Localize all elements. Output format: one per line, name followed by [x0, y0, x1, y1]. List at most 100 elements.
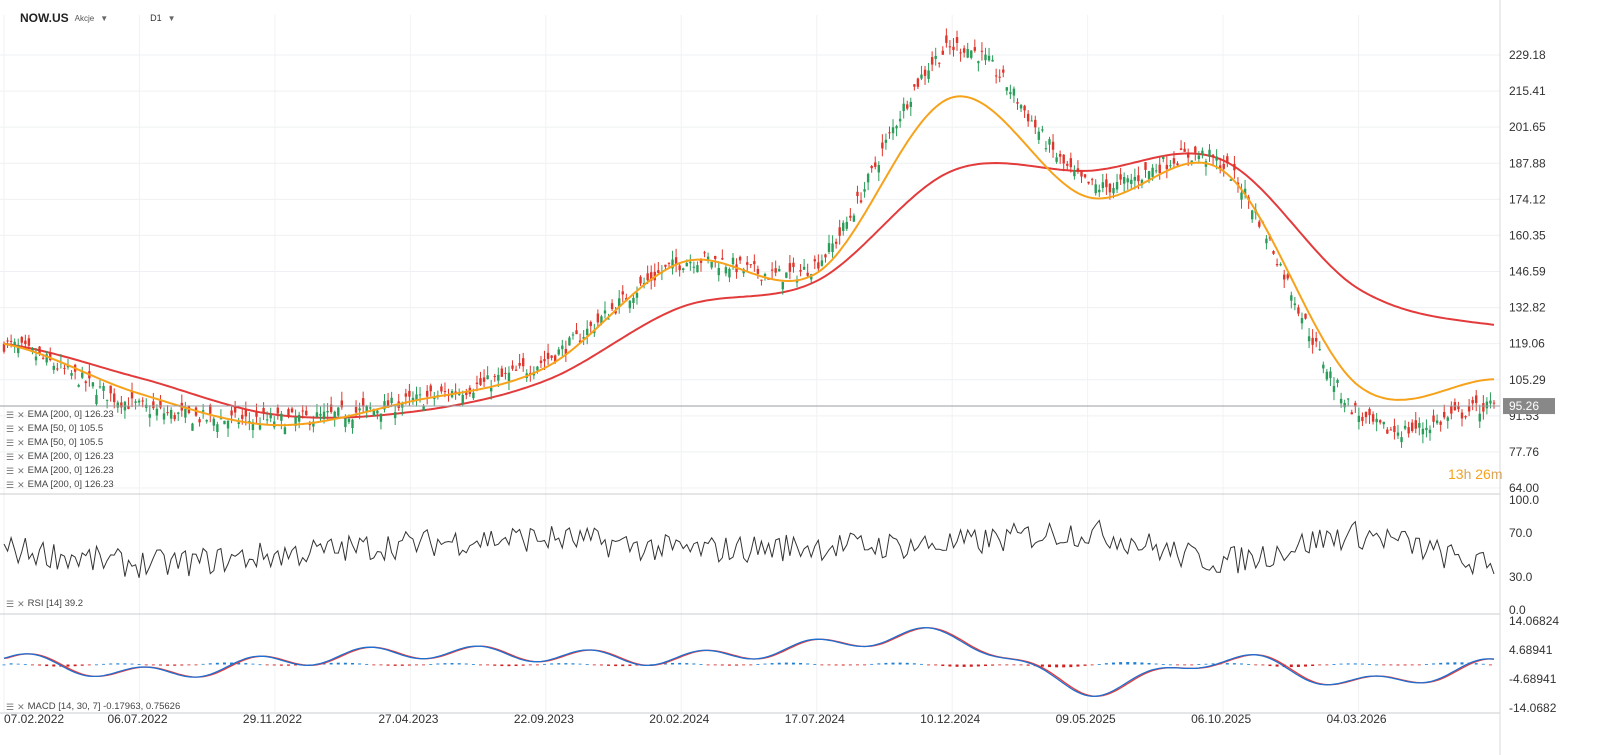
candle-body: [415, 394, 418, 401]
close-icon[interactable]: ✕: [17, 438, 25, 448]
macd-histogram-bar: [1353, 663, 1357, 665]
candle-body: [276, 407, 280, 414]
menu-icon[interactable]: ☰: [6, 480, 15, 490]
candle-body: [159, 399, 162, 408]
close-icon[interactable]: ✕: [17, 466, 25, 476]
macd-histogram-bar: [1346, 663, 1350, 665]
candle-body: [1382, 421, 1385, 425]
macd-histogram-bar: [663, 663, 667, 665]
candle-body: [1460, 412, 1464, 419]
menu-icon[interactable]: ☰: [6, 466, 15, 476]
macd-histogram-bar: [1090, 664, 1094, 666]
candle-body: [1034, 119, 1037, 128]
macd-histogram-bar: [777, 662, 781, 665]
candle-body: [265, 419, 269, 421]
candle-body: [1083, 174, 1087, 178]
candle-body: [1016, 102, 1019, 104]
timeframe-label[interactable]: D1: [150, 13, 162, 23]
timeframe-chevron-down-icon[interactable]: ▼: [167, 13, 176, 23]
candle-body: [902, 103, 905, 112]
candle-body: [205, 419, 208, 422]
macd-histogram-bar: [927, 664, 931, 666]
candle-body: [1368, 408, 1371, 416]
candle-body: [689, 261, 692, 264]
menu-icon[interactable]: ☰: [6, 599, 15, 609]
legend-item[interactable]: ☰ ✕ MACD [14, 30, 7] -0.17963, 0.75626: [6, 700, 180, 714]
candle-body: [1012, 88, 1016, 96]
candle-body: [870, 165, 873, 169]
candle-body: [41, 357, 45, 359]
macd-histogram-bar: [713, 664, 717, 666]
candle-body: [1339, 398, 1343, 404]
candle-body: [1435, 420, 1439, 424]
legend-item[interactable]: ☰ ✕ EMA [50, 0] 105.5: [6, 422, 114, 436]
macd-histogram-bar: [1396, 664, 1400, 666]
candle-body: [344, 418, 347, 428]
candle-body: [1105, 179, 1108, 188]
macd-histogram-bar: [507, 664, 511, 667]
menu-icon[interactable]: ☰: [6, 702, 15, 712]
candle-body: [1037, 131, 1041, 140]
legend-item[interactable]: ☰ ✕ EMA [200, 0] 126.23: [6, 450, 114, 464]
macd-histogram-bar: [535, 664, 539, 666]
candle-body: [1361, 416, 1364, 422]
legend-item[interactable]: ☰ ✕ EMA [200, 0] 126.23: [6, 478, 114, 492]
legend-item[interactable]: ☰ ✕ EMA [200, 0] 126.23: [6, 408, 114, 422]
macd-histogram-bar: [1176, 664, 1180, 666]
close-icon[interactable]: ✕: [17, 410, 25, 420]
candle-body: [792, 262, 795, 268]
candle-body: [1432, 415, 1435, 422]
macd-histogram-bar: [336, 662, 340, 665]
candle-body: [1140, 179, 1144, 186]
candle-body: [440, 386, 443, 392]
macd-histogram-bar: [272, 664, 276, 666]
close-icon[interactable]: ✕: [17, 452, 25, 462]
menu-icon[interactable]: ☰: [6, 410, 15, 420]
date-tick-label: 04.03.2026: [1327, 712, 1387, 726]
candle-body: [618, 298, 621, 308]
candle-body: [582, 337, 585, 339]
close-icon[interactable]: ✕: [17, 424, 25, 434]
grid: [0, 0, 1501, 755]
menu-icon[interactable]: ☰: [6, 452, 15, 462]
chevron-down-icon[interactable]: ▼: [100, 13, 109, 23]
candle-body: [1211, 154, 1215, 157]
candle-body: [1300, 317, 1304, 324]
macd-histogram-bar: [66, 664, 70, 667]
candle-body: [251, 422, 255, 431]
close-icon[interactable]: ✕: [17, 599, 25, 609]
candle-body: [891, 127, 895, 134]
candle-body: [682, 268, 685, 270]
legend-item[interactable]: ☰ ✕ EMA [50, 0] 105.5: [6, 436, 114, 450]
macd-panel-plot: [2, 627, 1495, 697]
candle-body: [1005, 87, 1009, 91]
close-icon[interactable]: ✕: [17, 480, 25, 490]
close-icon[interactable]: ✕: [17, 702, 25, 712]
candle-body: [1162, 156, 1165, 159]
candle-body: [621, 291, 624, 295]
macd-histogram-bar: [998, 664, 1002, 666]
legend-item[interactable]: ☰ ✕ RSI [14] 39.2: [6, 597, 83, 611]
candle-body: [536, 366, 539, 371]
macd-histogram-bar: [166, 664, 170, 666]
candle-body: [315, 412, 319, 418]
menu-icon[interactable]: ☰: [6, 424, 15, 434]
candle-body: [977, 61, 980, 64]
candle-body: [1087, 181, 1090, 184]
symbol-name[interactable]: NOW.US: [20, 11, 69, 25]
candle-body: [1393, 426, 1396, 433]
macd-histogram-bar: [934, 664, 938, 666]
candle-body: [1482, 403, 1485, 412]
macd-histogram-bar: [1097, 664, 1101, 665]
candle-body: [785, 272, 788, 278]
legend-item[interactable]: ☰ ✕ EMA [200, 0] 126.23: [6, 464, 114, 478]
menu-icon[interactable]: ☰: [6, 438, 15, 448]
candle-body: [817, 262, 820, 269]
candle-body: [973, 47, 977, 51]
candle-body: [1311, 337, 1314, 345]
candle-body: [628, 300, 632, 309]
macd-line-path: [3, 627, 1495, 697]
macd-histogram-bar: [571, 663, 575, 665]
candle-body: [1144, 162, 1147, 170]
